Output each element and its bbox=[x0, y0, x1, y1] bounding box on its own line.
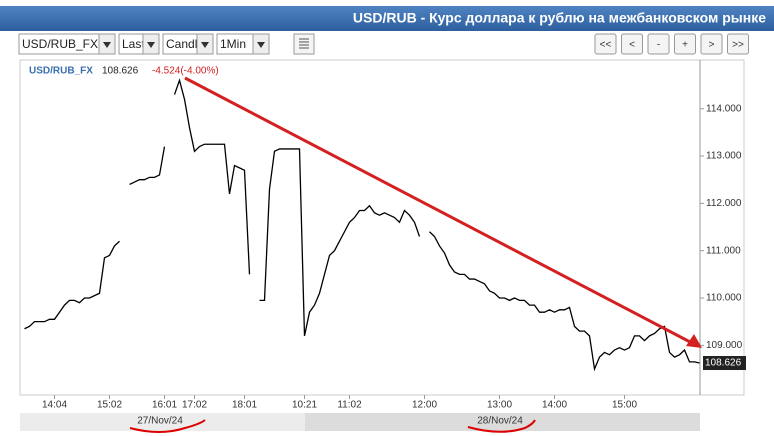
underline-scribble bbox=[129, 419, 206, 433]
x-tick-label: 18:01 bbox=[232, 400, 257, 411]
trend-arrow bbox=[184, 76, 693, 345]
underline-scribble bbox=[467, 419, 536, 433]
y-tick-label: 110.000 bbox=[706, 293, 742, 304]
plot: 109.000 110.000 111.000 112.000 113.000 114.0… bbox=[24, 78, 746, 411]
arrow-head bbox=[686, 334, 702, 348]
select-text: 1Min bbox=[220, 37, 246, 51]
x-tick-label: 15:00 bbox=[612, 400, 637, 411]
x-tick-label: 14:04 bbox=[42, 400, 67, 411]
x-tick-label: 13:00 bbox=[487, 400, 512, 411]
select-arrow bbox=[201, 42, 209, 48]
select-arrow bbox=[147, 42, 155, 48]
last-price-label: 108.626 bbox=[705, 358, 742, 369]
x-tick-label: 14:00 bbox=[542, 400, 567, 411]
day-band bbox=[20, 413, 305, 431]
x-tick-label: 16:01 bbox=[152, 400, 177, 411]
y-tick-label: 114.000 bbox=[706, 103, 742, 114]
nav-button-text: - bbox=[657, 40, 660, 51]
nav-button[interactable] bbox=[647, 33, 670, 55]
x-tick-label: 12:00 bbox=[412, 400, 437, 411]
nav-button-text: < bbox=[629, 40, 635, 51]
nav-button[interactable] bbox=[700, 33, 723, 55]
day-band bbox=[305, 413, 700, 431]
select-text: USD/RUB_FX bbox=[22, 37, 98, 51]
x-tick-label: 17:02 bbox=[182, 400, 207, 411]
last-price-box bbox=[703, 356, 746, 371]
day-label: 27/Nov/24 bbox=[137, 416, 183, 427]
title: USD/RUB - Курс доллара к рублю на межбан… bbox=[353, 10, 766, 26]
nav-button[interactable] bbox=[621, 33, 643, 55]
x-tick-label: 11:02 bbox=[337, 400, 362, 411]
nav-button-text: << bbox=[600, 40, 612, 51]
icon-button[interactable] bbox=[293, 33, 315, 55]
y-tick-label: 111.000 bbox=[706, 245, 741, 256]
plot-frame bbox=[19, 59, 745, 396]
y-tick-label: 112.000 bbox=[706, 198, 742, 209]
nav-button-text: > bbox=[709, 40, 715, 51]
nav-button[interactable] bbox=[594, 33, 617, 55]
legend-last: 108.626 bbox=[102, 66, 139, 77]
price-line bbox=[24, 78, 700, 372]
day-label: 28/Nov/24 bbox=[477, 416, 523, 427]
legend-name: USD/RUB_FX bbox=[29, 66, 93, 77]
select-text: Last bbox=[122, 37, 145, 51]
x-tick-label: 10:21 bbox=[292, 400, 317, 411]
nav-button[interactable] bbox=[727, 33, 749, 55]
legend-change: -4.524(-4.00%) bbox=[152, 66, 219, 77]
toolbar: USD/RUB_FX Last Candle 1Min << < - + > >> bbox=[18, 33, 749, 55]
title-bar bbox=[0, 6, 774, 31]
x-tick-label: 15:02 bbox=[97, 400, 122, 411]
nav-button-text: >> bbox=[732, 40, 744, 51]
select-arrow bbox=[257, 42, 265, 48]
select-text: Candle bbox=[166, 37, 204, 51]
nav-button-text: + bbox=[682, 40, 688, 51]
y-tick-label: 113.000 bbox=[706, 151, 742, 162]
nav-button[interactable] bbox=[674, 33, 696, 55]
select-arrow bbox=[103, 42, 111, 48]
y-tick-label: 109.000 bbox=[706, 340, 743, 351]
